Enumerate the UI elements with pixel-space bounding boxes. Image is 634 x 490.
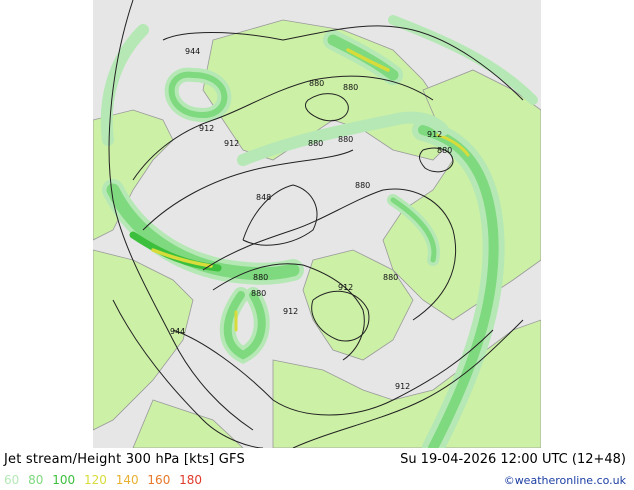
contour-label: 880	[308, 139, 323, 148]
contour-label: 880	[253, 273, 268, 282]
height-contours	[108, 0, 524, 448]
legend-item: 180	[179, 473, 203, 487]
legend-item: 140	[115, 473, 139, 487]
legend-item: 60	[4, 473, 20, 487]
legend-item: 120	[83, 473, 107, 487]
contour-label: 880	[437, 146, 452, 155]
wind-speed-legend: 60 80 100 120 140 160 180	[4, 473, 207, 487]
contour-label: 848	[256, 193, 271, 202]
legend-item: 80	[28, 473, 44, 487]
jet-streams-layer	[100, 15, 538, 448]
contour-label: 912	[199, 124, 214, 133]
contour-label: 880	[251, 289, 266, 298]
contour-label: 880	[355, 181, 370, 190]
contour-label: 880	[309, 79, 324, 88]
legend-item: 100	[52, 473, 76, 487]
contour-label: 944	[185, 47, 200, 56]
contour-label: 880	[343, 83, 358, 92]
legend-item: 160	[147, 473, 171, 487]
contour-label: 944	[170, 327, 185, 336]
contour-label: 912	[224, 139, 239, 148]
contour-label: 880	[338, 135, 353, 144]
valid-time: Su 19-04-2026 12:00 UTC (12+48)	[400, 452, 626, 467]
contour-label: 912	[338, 283, 353, 292]
map-title: Jet stream/Height 300 hPa [kts] GFS	[4, 452, 245, 467]
contour-labels: 944 880 880 912 912 880 880 880 848 880 …	[170, 47, 452, 391]
contour-label: 912	[427, 130, 442, 139]
contour-label: 880	[383, 273, 398, 282]
copyright-link[interactable]: ©weatheronline.co.uk	[503, 474, 626, 487]
map-canvas: 944 880 880 912 912 880 880 880 848 880 …	[93, 0, 541, 448]
contour-label: 912	[283, 307, 298, 316]
contour-label: 912	[395, 382, 410, 391]
jet-stream-map: 944 880 880 912 912 880 880 880 848 880 …	[93, 0, 541, 448]
